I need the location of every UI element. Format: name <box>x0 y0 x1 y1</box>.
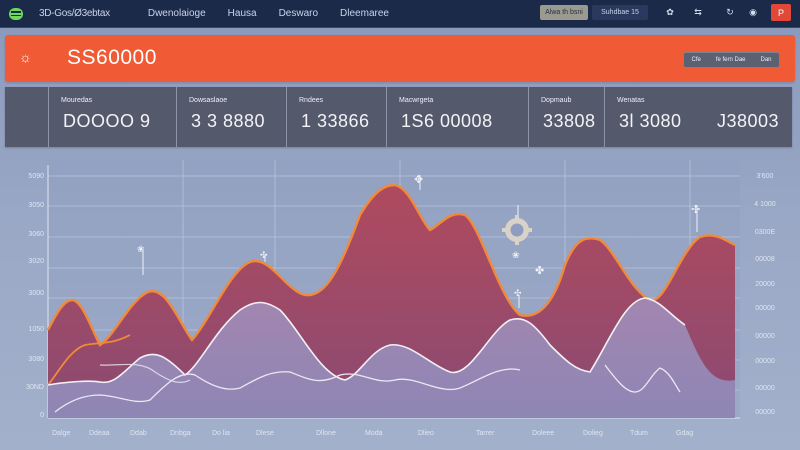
refresh-icon[interactable]: ↻ <box>726 7 734 17</box>
hero-icon: ☼ <box>19 49 32 65</box>
stat-card-1: Mouredas DOOOO 9 <box>49 87 177 147</box>
series-b-line <box>47 297 686 386</box>
x-tick: Tdum <box>630 430 648 437</box>
stat-label: Dopmaub <box>541 97 572 104</box>
y-tick: 3050 <box>28 202 44 209</box>
stat-label: Dowsaslaoe <box>189 97 228 104</box>
marker-icon: ✣ <box>514 288 522 298</box>
top-nav-bar: 3D-Gos/Ø3ebtax Dwenolaioge Hausa Deswaro… <box>0 0 800 28</box>
chart-markers <box>142 175 698 308</box>
marker-icon: ✣ <box>260 250 268 260</box>
y-tick: 0300E <box>754 229 776 236</box>
pill-item-1[interactable]: Cfe <box>691 57 701 63</box>
stat-value: J38003 <box>717 111 780 131</box>
marker-icon: ❀ <box>512 250 520 260</box>
stat-card-2: Dowsaslaoe 3 3 8880 <box>177 87 287 147</box>
y-tick: 00000 <box>755 409 775 416</box>
marker-icon: ✤ <box>535 265 545 277</box>
x-tick: Moda <box>365 430 383 437</box>
stat-label: Wenatas <box>617 97 645 104</box>
hero-filter-pill[interactable]: Cfe fe fern Dae Dan <box>683 52 780 68</box>
stat-card-0 <box>5 87 49 147</box>
series-b-area <box>48 298 735 418</box>
x-tick: Gdag <box>676 430 694 437</box>
stat-value: 1S6 00008 <box>401 111 493 131</box>
y-tick: 3000 <box>28 290 44 297</box>
stat-value: DOOOO 9 <box>63 111 151 131</box>
y-tick: 4 1000 <box>754 201 776 208</box>
stat-card-4: Macwrgeta 1S6 00008 <box>387 87 529 147</box>
y-tick: 00000 <box>755 358 775 365</box>
share-icon[interactable]: ⇆ <box>694 7 702 17</box>
nav-item-2[interactable]: Hausa <box>227 8 257 19</box>
stat-label: Mouredas <box>61 97 93 104</box>
brand-name: 3D-Gos/Ø3ebtax <box>39 8 110 19</box>
stat-card-6: Wenatas 3l 3080 <box>605 87 705 147</box>
y-tick: 1050 <box>28 326 44 333</box>
y-tick: 3060 <box>28 231 44 238</box>
main-nav: Dwenolaioge Hausa Deswaro Dleemaree <box>148 8 389 19</box>
stat-card-5: Dopmaub 33808 <box>529 87 605 147</box>
x-tick: Dlese <box>256 430 274 437</box>
nav-item-3[interactable]: Deswaro <box>278 8 319 19</box>
x-tick: Tarrer <box>476 430 495 437</box>
x-tick: Dllone <box>316 430 336 437</box>
series-c-line <box>54 368 521 413</box>
settings-icon[interactable]: ✿ <box>666 7 674 17</box>
stat-label: Macwrgeta <box>399 97 434 104</box>
y-tick: 00000 <box>755 305 775 312</box>
stat-card-7: J38003 <box>705 87 792 147</box>
y-tick: 00000 <box>755 385 775 392</box>
x-tick: Do lia <box>212 430 230 437</box>
nav-item-1[interactable]: Dwenolaioge <box>147 8 206 19</box>
y-tick: 3'600 <box>756 173 774 180</box>
series-a-line <box>46 183 736 347</box>
pill-item-2[interactable]: fe fern Dae <box>715 57 746 63</box>
y-tick: 30ND <box>26 384 44 391</box>
x-tick: Dnbga <box>170 430 191 437</box>
x-tick: Dolieg <box>583 430 603 437</box>
y-tick: 20000 <box>755 281 775 288</box>
stat-value: 3l 3080 <box>619 111 682 131</box>
pill-item-3[interactable]: Dan <box>760 57 772 63</box>
y-tick: 00000 <box>755 333 775 340</box>
x-tick: Ddeaa <box>89 430 110 437</box>
hero-banner: ☼ SS60000 Cfe fe fern Dae Dan <box>5 35 795 82</box>
secondary-action-button[interactable]: Suhdbae 15 <box>592 5 648 20</box>
y-tick: 3020 <box>28 258 44 265</box>
y-tick: 00008 <box>755 256 775 263</box>
stat-value: 3 3 8880 <box>191 111 266 131</box>
stats-strip: Mouredas DOOOO 9 Dowsaslaoe 3 3 8880 Rnd… <box>5 87 792 147</box>
nav-item-4[interactable]: Dleemaree <box>340 8 389 19</box>
marker-icon: ✢ <box>691 204 701 216</box>
y-tick: 0 <box>40 412 44 419</box>
x-tick: Dalge <box>52 430 71 437</box>
x-tick: Doleee <box>532 430 555 437</box>
avatar[interactable]: P <box>771 4 791 21</box>
marker-icon: ❀ <box>137 244 145 254</box>
notifications-icon[interactable]: ◉ <box>749 7 757 17</box>
y-tick: 3080 <box>28 356 44 363</box>
primary-action-button[interactable]: Alwa th bsni <box>540 5 588 20</box>
marker-icon: ✥ <box>414 174 424 186</box>
hero-title: SS60000 <box>67 46 157 69</box>
x-tick: Ddab <box>130 430 147 437</box>
y-tick: 5090 <box>28 173 44 180</box>
gear-icon <box>502 215 532 245</box>
stat-value: 33808 <box>543 111 596 131</box>
stat-label: Rndees <box>299 97 324 104</box>
stat-value: 1 33866 <box>301 111 370 131</box>
x-tick: Dlieo <box>418 430 434 437</box>
logo-icon[interactable] <box>9 7 23 20</box>
stat-card-3: Rndees 1 33866 <box>287 87 387 147</box>
